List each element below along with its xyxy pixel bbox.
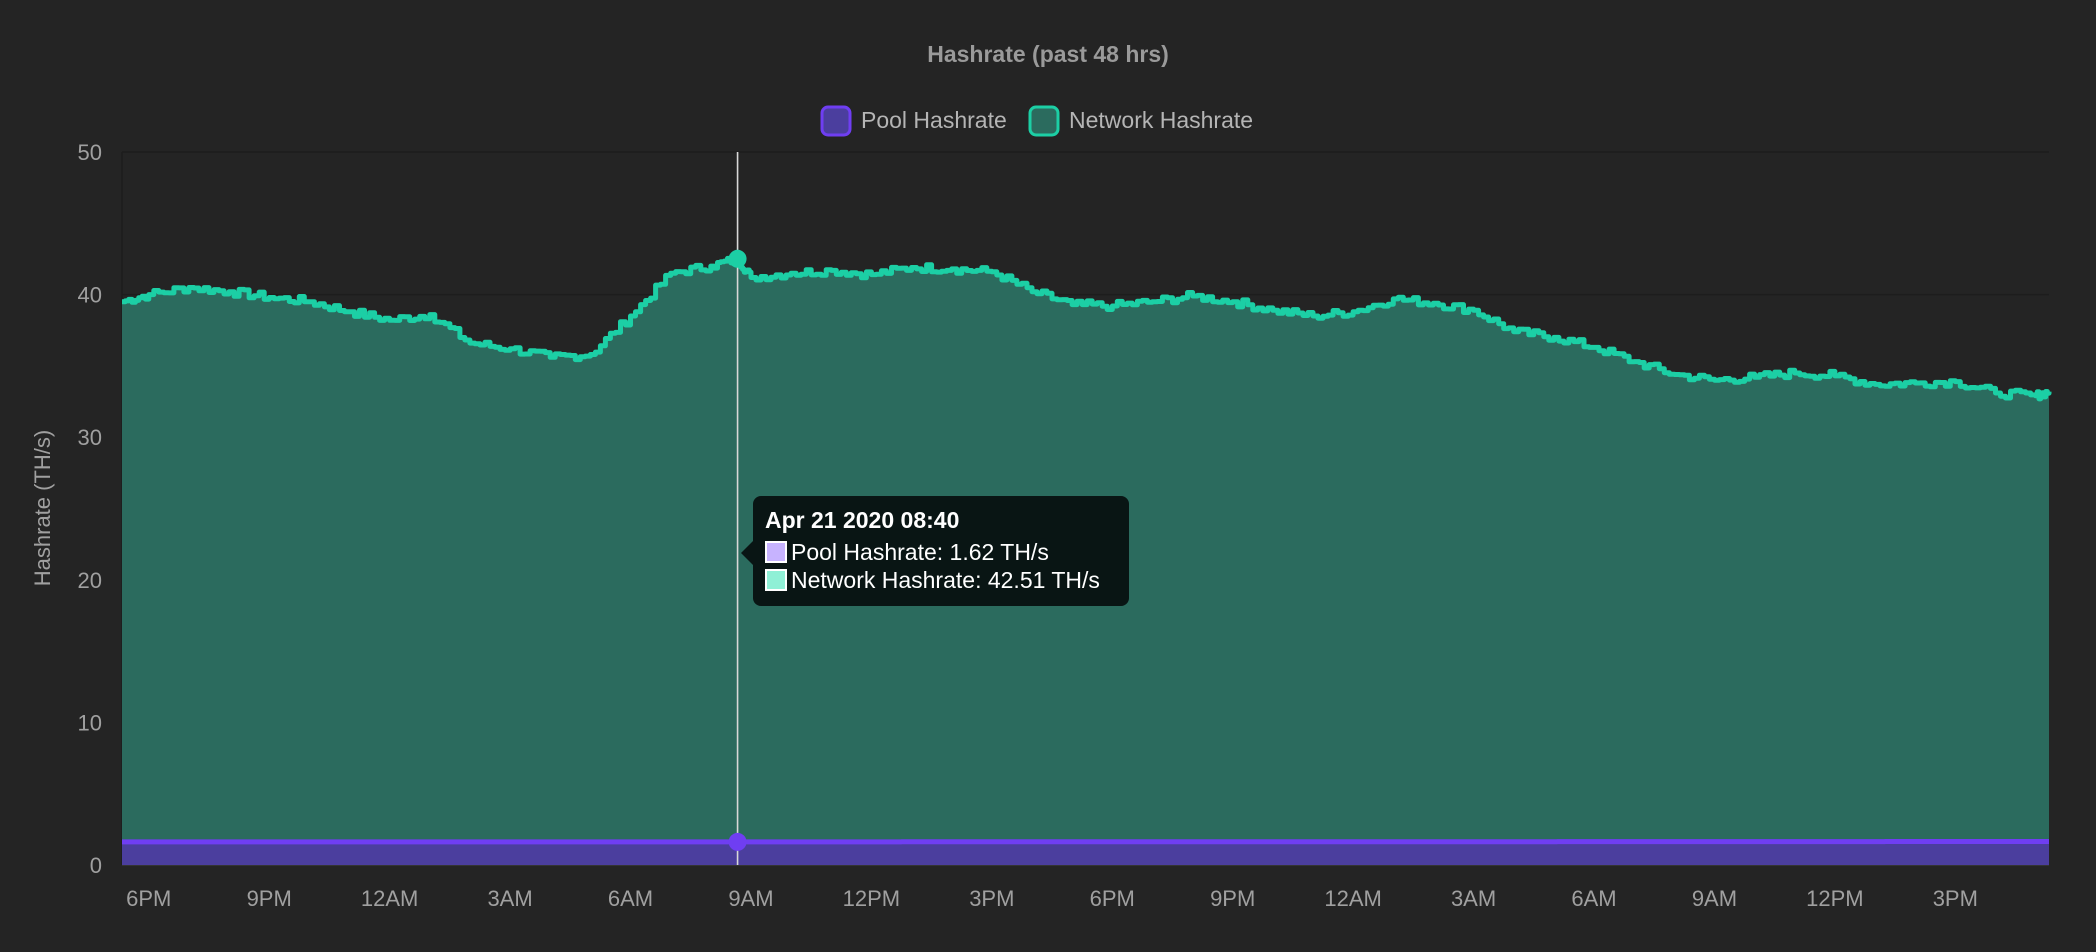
- network-hashrate-line: [122, 254, 2052, 402]
- x-tick-label: 6PM: [1090, 886, 1135, 911]
- x-tick-label: 3PM: [969, 886, 1014, 911]
- y-tick-label: 0: [90, 853, 102, 878]
- x-tick-label: 9AM: [728, 886, 773, 911]
- x-tick-label: 9AM: [1692, 886, 1737, 911]
- pool-hashrate-hover-point[interactable]: [728, 832, 747, 851]
- hover-markers: [728, 249, 747, 851]
- tooltip-title: Apr 21 2020 08:40: [765, 507, 960, 533]
- y-tick-label: 20: [78, 568, 102, 593]
- x-tick-label: 6AM: [608, 886, 653, 911]
- x-tick-label: 6PM: [126, 886, 171, 911]
- legend-label-pool-hashrate[interactable]: Pool Hashrate: [861, 107, 1007, 133]
- tooltip-swatch-network: [765, 569, 787, 591]
- tooltip-text-pool: Pool Hashrate: 1.62 TH/s: [791, 539, 1049, 565]
- x-tick-label: 6AM: [1571, 886, 1616, 911]
- tooltip-text-network: Network Hashrate: 42.51 TH/s: [791, 567, 1100, 593]
- x-tick-label: 3AM: [1451, 886, 1496, 911]
- y-axis-title: Hashrate (TH/s): [30, 430, 55, 586]
- legend-swatch-pool-hashrate[interactable]: [820, 105, 852, 137]
- y-tick-label: 50: [78, 140, 102, 165]
- tooltip-row-network: Network Hashrate: 42.51 TH/s: [765, 566, 1117, 594]
- network-hashrate-hover-point[interactable]: [728, 249, 747, 268]
- x-tick-label: 9PM: [247, 886, 292, 911]
- tooltip: Apr 21 2020 08:40 Pool Hashrate: 1.62 TH…: [741, 496, 1129, 606]
- x-tick-label: 3AM: [487, 886, 532, 911]
- chart-title: Hashrate (past 48 hrs): [927, 41, 1169, 67]
- legend-swatch-network-hashrate[interactable]: [1028, 105, 1060, 137]
- legend: Pool Hashrate Network Hashrate: [820, 105, 1253, 137]
- x-tick-label: 12AM: [361, 886, 418, 911]
- x-tick-label: 12PM: [843, 886, 900, 911]
- y-axis-ticks: 0 10 20 30 40 50: [78, 140, 102, 878]
- tooltip-row-pool: Pool Hashrate: 1.62 TH/s: [765, 538, 1117, 566]
- y-tick-label: 10: [78, 710, 102, 735]
- pool-hashrate-area: [122, 841, 2049, 865]
- x-tick-label: 12AM: [1324, 886, 1381, 911]
- y-tick-label: 40: [78, 283, 102, 308]
- tooltip-swatch-pool: [765, 541, 787, 563]
- x-tick-label: 3PM: [1933, 886, 1978, 911]
- y-tick-label: 30: [78, 425, 102, 450]
- legend-label-network-hashrate[interactable]: Network Hashrate: [1069, 107, 1253, 133]
- x-axis-ticks: 6PM 9PM 12AM 3AM 6AM 9AM 12PM 3PM 6PM 9PM 12AM 3AM 6…: [126, 886, 1978, 911]
- x-tick-label: 12PM: [1806, 886, 1863, 911]
- x-tick-label: 9PM: [1210, 886, 1255, 911]
